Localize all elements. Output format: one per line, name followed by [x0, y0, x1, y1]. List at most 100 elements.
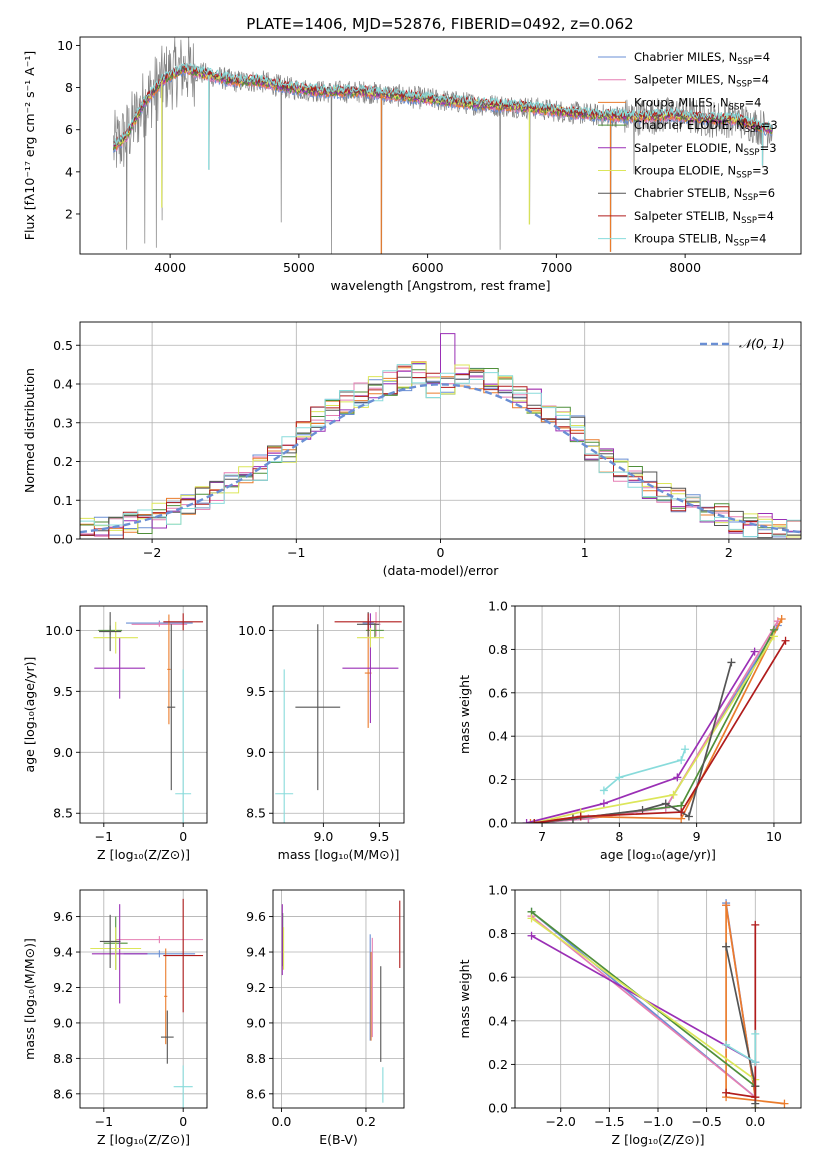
x-tick-label: 8: [615, 829, 623, 844]
legend-label: Salpeter ELODIE, NSSP=3: [634, 141, 777, 158]
y-tick-label: 9.6: [53, 909, 73, 924]
y-tick-label: 6: [65, 122, 73, 137]
y-axis-label: age [log₁₀(age/yr)]: [22, 657, 37, 773]
y-tick-label: 9.0: [53, 745, 73, 760]
y-tick-label: 8.6: [246, 1086, 266, 1101]
y-tick-label: 8.8: [246, 1051, 266, 1066]
normal-curve: [80, 383, 801, 534]
y-tick-label: 0.2: [488, 772, 508, 787]
legend-label: Chabrier ELODIE, NSSP=3: [634, 118, 778, 135]
x-axis-label: wavelength [Angstrom, rest frame]: [330, 278, 550, 293]
x-axis-label: Z [log₁₀(Z/Z⊙)]: [612, 1132, 705, 1147]
series-marker: [599, 786, 608, 795]
y-tick-label: 8: [65, 80, 73, 95]
series-line: [534, 629, 775, 823]
plot-area: [522, 615, 790, 823]
x-tick-label: 6000: [412, 260, 444, 275]
series-marker: [677, 756, 686, 765]
x-axis-label: mass [log₁₀(M/M⊙)]: [278, 847, 400, 862]
series-marker: [661, 799, 670, 808]
panel-weight_vs_age: 7 8 9 10 0.0 0.2 0.4 0.6 0.8 1.0 age [log₁₀(age/yr…: [457, 599, 802, 862]
plot-area: [90, 898, 204, 1108]
x-axis-label: Z [log₁₀(Z/Z⊙)]: [97, 847, 190, 862]
axes-frame: [514, 605, 802, 824]
legend: Chabrier MILES, NSSP=4 Salpeter MILES, NS…: [598, 50, 778, 249]
x-tick-label: 0: [437, 545, 445, 560]
panel-weight_vs_Z: −2.0 −1.5 −1.0 −0.5 0.0 0.0 0.2 0.4 0.6 0.8 1.0 Z […: [457, 883, 802, 1147]
series-marker: [530, 819, 539, 823]
series-marker: [769, 632, 778, 641]
legend-label: Kroupa ELODIE, NSSP=3: [634, 164, 769, 181]
series-line: [526, 651, 756, 823]
y-tick-label: 8.6: [53, 1086, 73, 1101]
series-line: [534, 662, 733, 823]
panel-age_vs_Z: −1 0 8.5 9.0 9.5 10.0 Z [log₁₀(Z/Z⊙)] age [log₁…: [22, 605, 208, 862]
axes-frame: [79, 36, 802, 255]
series-marker: [677, 808, 686, 817]
x-tick-label: 7: [538, 829, 546, 844]
y-tick-label: 10.0: [45, 623, 73, 638]
panel-age_vs_mass: 9.0 9.5 8.5 9.0 9.5 10.0 mass [log₁₀(M/M⊙)]: [238, 605, 405, 862]
series-line: [534, 635, 775, 823]
series-line: [534, 620, 779, 823]
series-marker: [638, 805, 647, 814]
series-marker: [722, 1040, 731, 1049]
series-marker: [522, 819, 531, 823]
x-tick-label: 0.2: [356, 1114, 376, 1129]
y-tick-label: 8.5: [246, 806, 266, 821]
y-tick-label: 0.1: [53, 493, 73, 508]
panel-residuals: −2 −1 0 1 2 0.0 0.1 0.2 0.3 0.4 0.5 (data-model)/er…: [22, 321, 802, 578]
x-tick-label: 0.0: [272, 1114, 292, 1129]
legend-label: Kroupa STELIB, NSSP=4: [634, 232, 766, 249]
x-axis-label: (data-model)/error: [383, 563, 500, 578]
y-tick-label: 9.0: [53, 1015, 73, 1030]
series-marker: [527, 914, 536, 923]
y-tick-label: 0.0: [53, 532, 73, 547]
series-marker: [684, 812, 693, 821]
y-tick-label: 0.3: [53, 415, 73, 430]
x-tick-label: −2.0: [546, 1114, 576, 1129]
series-marker: [673, 773, 682, 782]
x-tick-label: −1: [95, 829, 113, 844]
y-axis-label: Normed distribution: [22, 368, 37, 493]
x-tick-label: 9.0: [313, 829, 333, 844]
panel-mass_vs_Z: −1 0 8.6 8.8 9.0 9.2 9.4 9.6 Z [log₁₀(Z/Z⊙)] mass…: [22, 889, 208, 1147]
y-tick-label: 9.4: [246, 945, 266, 960]
series-marker: [727, 658, 736, 667]
y-tick-label: 0.4: [488, 729, 508, 744]
x-tick-label: 2: [725, 545, 733, 560]
y-tick-label: 0.0: [488, 816, 508, 831]
x-tick-label: −0.5: [691, 1114, 721, 1129]
x-tick-label: 0: [179, 829, 187, 844]
series-marker: [750, 647, 759, 656]
series-line: [531, 917, 757, 1108]
legend-label: 𝒩(0, 1): [739, 336, 785, 351]
y-tick-label: 8.8: [53, 1051, 73, 1066]
panel-spectrum: 4000 5000 6000 7000 8000 2 4 6 8 10 wavelength [An…: [22, 36, 802, 293]
y-tick-label: 9.5: [246, 684, 266, 699]
series-line: [530, 902, 757, 1100]
series-marker: [780, 1099, 789, 1108]
legend-label: Chabrier STELIB, NSSP=6: [634, 186, 775, 203]
series-marker: [527, 931, 536, 940]
axes-frame: [514, 889, 802, 1109]
y-tick-label: 9.2: [246, 980, 266, 995]
y-tick-label: 0.2: [53, 454, 73, 469]
x-axis-label: Z [log₁₀(Z/Z⊙)]: [97, 1132, 190, 1147]
x-tick-label: −1: [287, 545, 305, 560]
y-tick-label: 9.0: [246, 1015, 266, 1030]
y-tick-label: 0.6: [488, 970, 508, 985]
series-marker: [751, 920, 760, 929]
x-tick-label: 5000: [283, 260, 315, 275]
axes-frame: [79, 889, 208, 1109]
y-tick-label: 10: [57, 38, 73, 53]
y-axis-label: Flux [fλ10⁻¹⁷ erg cm⁻² s⁻¹ A⁻¹]: [22, 51, 37, 240]
x-tick-label: 0.0: [745, 1114, 765, 1129]
y-tick-label: 0.0: [488, 1101, 508, 1116]
plot-area: [281, 900, 401, 1103]
x-axis-label: E(B-V): [319, 1132, 358, 1147]
y-axis-label: mass weight: [457, 959, 472, 1038]
x-tick-label: −2: [143, 545, 161, 560]
y-tick-label: 0.4: [488, 1013, 508, 1028]
